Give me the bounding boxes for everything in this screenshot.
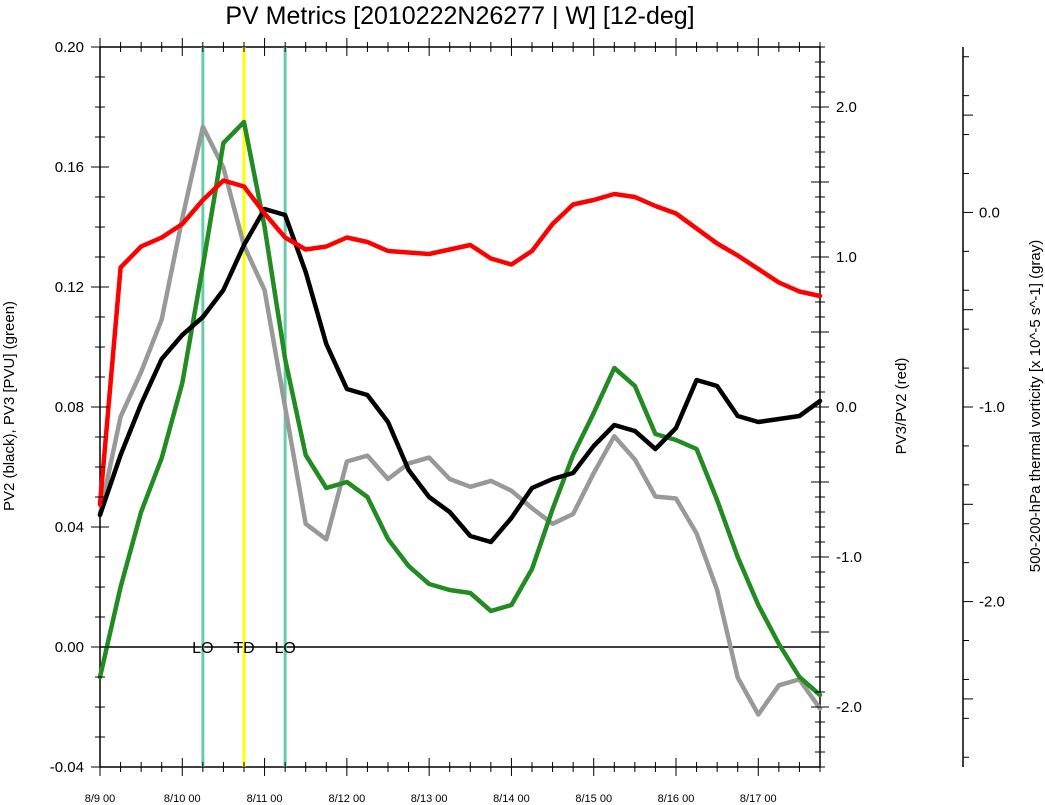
series-line-999999	[97, 124, 823, 717]
x-tick-label: 8/16 00	[658, 793, 695, 805]
left-tick-label: -0.04	[50, 759, 84, 776]
right-tick-label: 1.0	[836, 249, 857, 266]
x-tick-label: 8/15 00	[575, 793, 612, 805]
x-tick-label: 8/13 00	[411, 793, 448, 805]
left-tick-label: 0.12	[55, 279, 84, 296]
far-right-tick-label: 0.0	[979, 204, 1000, 221]
right-tick-label: -2.0	[836, 699, 862, 716]
right-axis-label: PV3/PV2 (red)	[893, 358, 910, 455]
series-line-000000	[97, 206, 823, 545]
far-right-tick-label: -1.0	[979, 399, 1005, 416]
right-tick-label: -1.0	[836, 549, 862, 566]
left-tick-label: 0.20	[55, 39, 84, 56]
x-tick-label: 8/17 00	[740, 793, 777, 805]
left-tick-label: 0.16	[55, 159, 84, 176]
x-tick-label: 8/14 00	[493, 793, 530, 805]
series-lines	[97, 119, 823, 717]
plot-frame	[99, 46, 821, 768]
axes: -0.04 0.00 0.04 0.08 0.12 0.16 0.20 -2.0 -1.0 0.0…	[50, 38, 1005, 805]
left-tick-label: 0.00	[55, 639, 84, 656]
left-tick-label: 0.04	[55, 519, 84, 536]
left-axis-label: PV2 (black), PV3 [PVU] (green)	[1, 301, 18, 511]
chart-title: PV Metrics [2010222N26277 | W] [12-deg]	[225, 2, 694, 30]
event-label-1: TD	[233, 640, 254, 657]
far-right-tick-label: -2.0	[979, 594, 1005, 611]
event-label-0: LO	[192, 640, 213, 657]
x-tick-label: 8/11 00	[247, 793, 283, 805]
x-tick-label: 8/10 00	[164, 793, 201, 805]
series-line-ff0000	[97, 178, 823, 507]
left-tick-label: 0.08	[55, 399, 84, 416]
event-markers: LO TD LO	[192, 47, 296, 767]
event-label-2: LO	[274, 640, 295, 657]
right-tick-label: 2.0	[836, 99, 857, 116]
series-line-228b22	[97, 119, 823, 698]
x-tick-label: 8/12 00	[329, 793, 366, 805]
x-tick-label: 8/9 00	[85, 793, 116, 805]
right-tick-label: 0.0	[836, 399, 857, 416]
plot-border	[99, 46, 821, 768]
far-right-axis-label: 500-200-hPa thermal vorticity [x 10^-5 s…	[1027, 240, 1044, 573]
